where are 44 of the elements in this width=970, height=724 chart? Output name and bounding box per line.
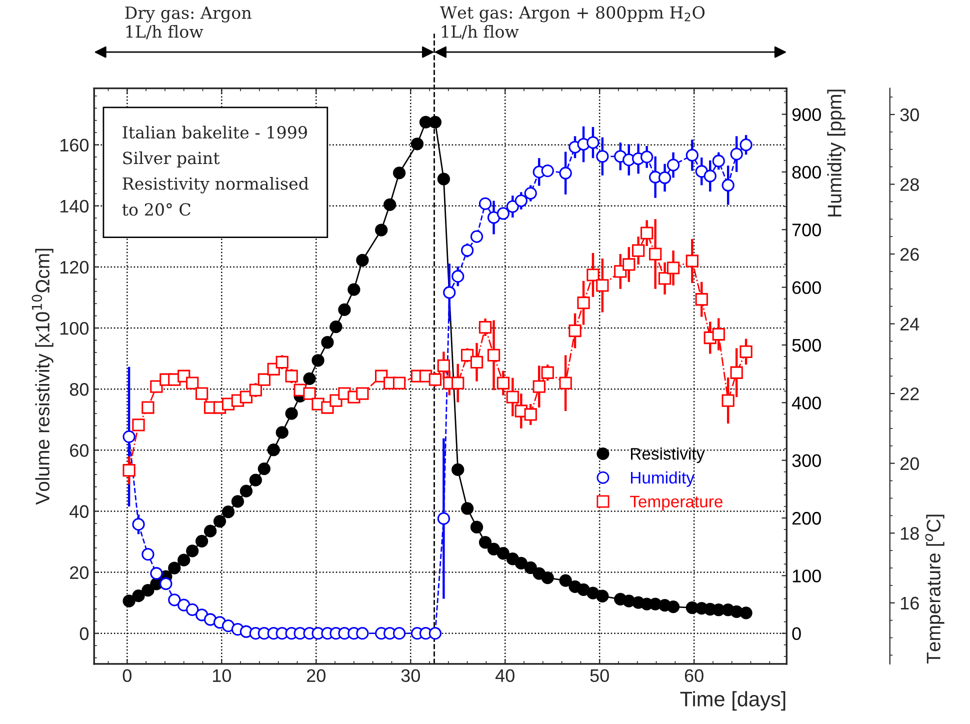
y3-tick-label: 22 (900, 387, 919, 400)
y-tick-label: 60 (70, 444, 89, 457)
y2-axis-title: Humidity [ppm] (827, 90, 846, 216)
y3-tick-label: 26 (900, 248, 919, 261)
y2-tick-label: 900 (792, 108, 821, 121)
y-tick-label: 80 (70, 383, 89, 396)
y-tick-label: 20 (70, 566, 89, 580)
y3-tick-label: 24 (900, 318, 920, 330)
y-tick-label: 160 (60, 138, 89, 152)
y2-tick-label: 700 (792, 224, 821, 236)
x-tick-label: 40 (495, 669, 514, 682)
text: Wet gas: Argon + 800ppm H$_{2}$O 1L/h flow (440, 6, 705, 40)
y2-tick-label: 500 (792, 338, 821, 352)
y2-tick-label: 200 (792, 512, 821, 525)
legend-label: Temperature (630, 496, 722, 511)
x-tick-label: 20 (307, 669, 326, 682)
y3-tick-label: 16 (900, 596, 919, 610)
annotation: Italian bakelite - 1999 Silver paint Resistivity normalised to 20° C (122, 126, 309, 216)
y3-tick-label: 28 (900, 178, 919, 191)
y3-tick-label: 30 (900, 108, 919, 122)
y2-tick-label: 100 (792, 570, 821, 582)
legend-label: Resistivity (631, 447, 705, 464)
y-tick-label: 120 (60, 260, 89, 274)
y-tick-label: 140 (60, 200, 89, 213)
y-tick-label: 100 (60, 322, 89, 335)
y2-tick-label: 300 (792, 454, 821, 468)
y2-tick-label: 600 (792, 281, 821, 294)
x-tick-label: 50 (590, 669, 609, 682)
y3-tick-label: 18 (900, 527, 919, 540)
x-tick-label: 0 (122, 669, 132, 682)
y-tick-label: 0 (80, 627, 89, 640)
y3-axis-title: Temperature [$^{o}$C] (925, 514, 944, 664)
x-tick-label: 60 (684, 669, 704, 682)
y2-tick-label: 800 (792, 166, 821, 179)
x-tick-label: 10 (212, 669, 231, 682)
y-tick-label: 40 (70, 505, 89, 518)
y-axis-title: Volume resistivity [x10$^{10}$Ωcm] (32, 248, 54, 505)
x-axis-title: Time [days] (680, 691, 786, 711)
text: Dry gas: Argon 1L/h flow (125, 6, 252, 40)
y2-tick-label: 400 (792, 396, 821, 410)
x-tick-label: 30 (401, 669, 420, 682)
legend-label: Humidity (631, 471, 694, 487)
y2-tick-label: 0 (792, 627, 801, 640)
y3-tick-label: 20 (900, 457, 919, 470)
